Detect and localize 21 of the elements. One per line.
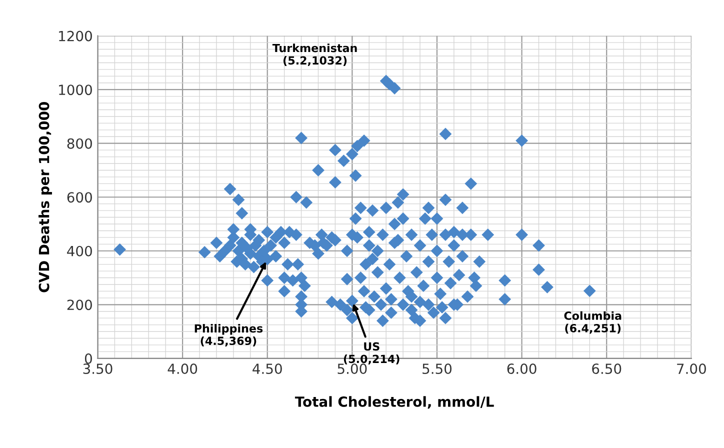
- y-tick-label: 0: [84, 353, 92, 364]
- x-tick-label: 4.00: [168, 364, 198, 374]
- x-tick-label: 5.00: [338, 364, 367, 374]
- y-tick-label: 200: [67, 300, 92, 310]
- y-tick-label: 1200: [59, 30, 92, 42]
- y-tick-label: 800: [67, 138, 92, 149]
- x-tick-label: 7.00: [677, 364, 706, 374]
- annotation: Philippines (4.5,369): [194, 324, 263, 346]
- y-tick-label: 1000: [59, 84, 92, 96]
- y-tick-label: 600: [67, 192, 92, 203]
- x-tick-label: 6.00: [507, 364, 536, 374]
- annotation: US (5.0,214): [344, 342, 400, 365]
- x-tick-label: 5.50: [422, 364, 452, 374]
- y-tick-label: 400: [67, 246, 92, 256]
- x-axis-title: Total Cholesterol, mmol/L: [294, 396, 494, 409]
- x-tick-label: 4.50: [252, 364, 282, 374]
- annotation: Turkmenistan (5.2,1032): [272, 44, 357, 66]
- x-tick-label: 3.50: [83, 364, 112, 374]
- x-tick-label: 6.50: [592, 364, 622, 374]
- annotation: Columbia (6.4,251): [564, 311, 622, 334]
- y-axis-title: CVD Deaths per 100,000: [38, 102, 52, 292]
